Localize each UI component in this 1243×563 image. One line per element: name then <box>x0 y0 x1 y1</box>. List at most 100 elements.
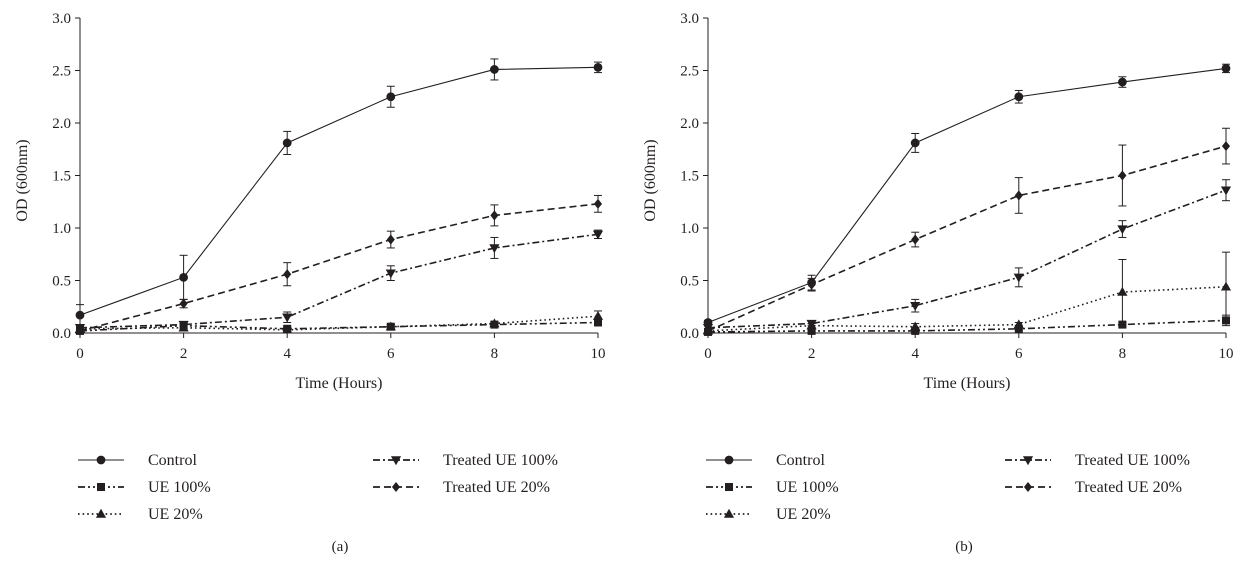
data-point <box>807 279 816 290</box>
data-point <box>75 310 85 320</box>
legend-marker <box>97 482 106 491</box>
data-point <box>592 310 604 320</box>
y-tick-label: 0.5 <box>52 274 71 290</box>
data-point <box>489 318 500 328</box>
y-tick-label: 1.0 <box>52 221 71 237</box>
legend: Control UE 100% UE 20% Treated UE 100% Treat… <box>706 452 1190 523</box>
legend-marker <box>724 455 734 465</box>
data-point <box>282 138 292 148</box>
x-tick-label: 0 <box>76 346 84 362</box>
data-point <box>806 319 817 329</box>
y-tick-label: 0.0 <box>680 326 699 342</box>
series-line <box>79 203 599 332</box>
legend-label: Treated UE 100% <box>1075 452 1190 469</box>
data-point <box>1220 281 1232 291</box>
y-tick-label: 2.0 <box>680 116 699 132</box>
legend-item-treated-ue-20: Treated UE 20% <box>1005 479 1182 496</box>
data-point <box>1220 186 1232 196</box>
legend-item-treated-ue-100: Treated UE 100% <box>373 452 558 469</box>
x-tick-label: 10 <box>1219 346 1234 362</box>
series-line <box>707 319 1227 333</box>
data-point <box>385 321 396 331</box>
y-tick-label: 1.5 <box>52 169 71 185</box>
y-tick-label: 2.5 <box>680 64 699 80</box>
data-point <box>75 325 85 336</box>
data-point <box>1117 225 1128 235</box>
legend-marker <box>95 508 107 518</box>
legend-label: Treated UE 20% <box>443 479 550 496</box>
data-point <box>1118 77 1127 87</box>
legend-label: Treated UE 100% <box>443 452 558 469</box>
legend-item-ue-100: UE 100% <box>78 479 211 496</box>
series-control <box>703 63 1231 327</box>
series-line <box>79 66 599 316</box>
data-point <box>703 325 713 336</box>
panel-label-a: (a) <box>332 539 349 555</box>
legend-label: UE 20% <box>776 506 831 523</box>
data-point <box>179 298 188 309</box>
legend-label: UE 20% <box>148 506 203 523</box>
series-treated-ue-100 <box>74 229 604 333</box>
legend-item-ue-20: UE 20% <box>78 506 203 523</box>
series-line <box>79 233 599 329</box>
legend-label: Treated UE 20% <box>1075 479 1182 496</box>
legend-marker <box>723 508 735 518</box>
data-point <box>910 321 921 331</box>
data-point <box>592 230 604 240</box>
legend-marker <box>96 455 106 465</box>
data-point <box>1014 190 1023 201</box>
y-axis-title: OD (600nm) <box>14 139 31 221</box>
legend-item-ue-20: UE 20% <box>706 506 831 523</box>
y-tick-label: 1.0 <box>680 221 699 237</box>
legend-label: Control <box>776 452 825 469</box>
series-line <box>79 321 599 332</box>
data-point <box>910 138 920 148</box>
y-tick-label: 3.0 <box>680 11 699 27</box>
data-point <box>911 234 920 245</box>
series-treated-ue-20 <box>703 127 1231 336</box>
legend-marker <box>390 456 402 466</box>
legend-label: UE 100% <box>776 479 839 496</box>
legend-item-treated-ue-20: Treated UE 20% <box>373 479 550 496</box>
x-tick-label: 2 <box>180 346 188 362</box>
x-tick-label: 0 <box>704 346 712 362</box>
y-tick-label: 3.0 <box>52 11 71 27</box>
series-line <box>79 315 599 331</box>
legend-marker <box>391 481 401 493</box>
x-tick-label: 8 <box>491 346 499 362</box>
x-tick-label: 2 <box>808 346 816 362</box>
legend-label: UE 100% <box>148 479 211 496</box>
y-tick-label: 2.5 <box>52 64 71 80</box>
y-tick-label: 0.0 <box>52 326 71 342</box>
x-axis-title: Time (Hours) <box>924 375 1011 392</box>
series-control <box>75 58 603 327</box>
panel-label-b: (b) <box>955 539 973 555</box>
legend-item-ue-100: UE 100% <box>706 479 839 496</box>
series-treated-ue-100 <box>702 179 1232 333</box>
legend-item-control: Control <box>78 452 197 469</box>
y-tick-label: 2.0 <box>52 116 71 132</box>
legend: Control UE 100% UE 20% Treated UE 100% Treat… <box>78 452 558 523</box>
legend-marker <box>1023 481 1033 493</box>
x-tick-label: 4 <box>911 346 919 362</box>
data-point <box>1013 319 1024 329</box>
x-tick-label: 6 <box>387 346 395 362</box>
series-line <box>707 145 1227 332</box>
x-axis-title: Time (Hours) <box>296 375 383 392</box>
legend-item-control: Control <box>706 452 825 469</box>
data-point <box>489 244 500 254</box>
y-axis-title: OD (600nm) <box>642 139 659 221</box>
data-point <box>282 313 293 323</box>
data-point <box>179 272 189 282</box>
data-point <box>1221 141 1231 152</box>
data-point <box>1013 273 1024 283</box>
data-point <box>910 301 921 311</box>
data-point <box>593 62 603 72</box>
series-ue-20 <box>74 310 604 334</box>
data-point <box>1117 286 1128 296</box>
x-tick-label: 6 <box>1015 346 1023 362</box>
x-tick-label: 4 <box>283 346 291 362</box>
data-point <box>489 65 499 74</box>
x-tick-label: 10 <box>591 346 606 362</box>
